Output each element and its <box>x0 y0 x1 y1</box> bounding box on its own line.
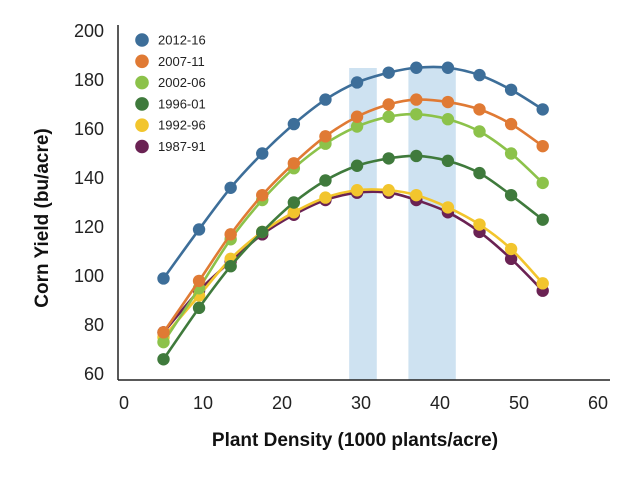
y-axis-label: Corn Yield (bu/acre) <box>32 128 53 307</box>
data-point <box>319 191 332 204</box>
data-point <box>192 223 206 236</box>
data-point <box>441 201 455 214</box>
data-point <box>504 188 518 202</box>
data-point <box>224 181 237 194</box>
series-1996-01 <box>157 149 549 366</box>
data-point <box>473 125 486 138</box>
data-point <box>504 83 518 97</box>
series-group <box>157 61 549 366</box>
legend: 2012-16 2007-11 2002-06 1996-01 1992-96 1987-… <box>135 33 206 154</box>
legend-marker <box>135 139 149 154</box>
data-point <box>473 218 486 231</box>
data-point <box>256 225 269 239</box>
data-point <box>536 277 549 290</box>
data-point <box>504 117 518 131</box>
data-point <box>504 252 518 266</box>
data-point <box>192 301 206 315</box>
data-point <box>473 68 486 82</box>
data-point <box>441 154 455 168</box>
data-point <box>350 184 364 197</box>
data-point <box>157 335 170 349</box>
x-tick-label: 10 <box>193 393 213 413</box>
data-point <box>287 196 301 209</box>
data-point <box>256 147 269 160</box>
data-point <box>441 113 455 126</box>
legend-label: 2002-06 <box>158 75 206 90</box>
y-tick-label: 60 <box>84 364 104 384</box>
data-point <box>473 166 486 180</box>
data-point <box>287 117 301 131</box>
tick-labels: 0 10 20 30 40 50 60 60 80 100 120 140 160 180 200 <box>74 21 608 413</box>
y-tick-label: 100 <box>74 266 104 286</box>
data-point <box>382 98 395 111</box>
data-point <box>473 103 486 116</box>
data-point <box>441 61 455 74</box>
data-point <box>287 206 301 219</box>
y-tick-label: 120 <box>74 217 104 237</box>
legend-label: 2012-16 <box>158 33 206 48</box>
data-point <box>157 326 170 339</box>
x-tick-label: 50 <box>509 393 529 413</box>
data-point <box>536 139 549 153</box>
data-point <box>319 93 332 106</box>
y-tick-label: 200 <box>74 21 104 41</box>
y-tick-label: 180 <box>74 70 104 90</box>
data-point <box>410 149 423 163</box>
data-point <box>410 108 423 121</box>
data-point <box>382 66 395 79</box>
x-axis-label: Plant Density (1000 plants/acre) <box>212 430 498 451</box>
axes <box>117 25 610 381</box>
legend-marker <box>135 118 149 132</box>
data-point <box>287 157 301 170</box>
legend-label: 1992-96 <box>158 118 206 133</box>
data-point <box>350 120 364 133</box>
series-2007-11 <box>157 93 549 339</box>
data-point <box>410 61 423 74</box>
data-point <box>224 260 237 273</box>
data-point <box>441 95 455 109</box>
data-point <box>536 176 549 190</box>
data-point <box>382 110 395 123</box>
data-point <box>157 272 170 285</box>
data-point <box>350 159 364 172</box>
legend-label: 1987-91 <box>158 139 206 154</box>
data-point <box>504 147 518 160</box>
data-point <box>536 103 549 116</box>
data-point <box>157 353 170 366</box>
legend-marker <box>135 54 149 69</box>
y-tick-label: 80 <box>84 315 104 335</box>
data-point <box>382 152 395 165</box>
data-point <box>536 213 549 226</box>
data-point <box>192 274 206 288</box>
x-tick-label: 40 <box>430 393 450 413</box>
legend-marker <box>135 97 149 111</box>
data-point <box>504 242 518 256</box>
x-tick-label: 0 <box>119 393 129 413</box>
data-point <box>350 76 364 89</box>
data-point <box>256 188 269 202</box>
data-point <box>410 188 423 202</box>
legend-label: 1996-01 <box>158 96 206 111</box>
x-tick-label: 60 <box>588 393 608 413</box>
x-tick-label: 20 <box>272 393 292 413</box>
data-point <box>350 110 364 123</box>
series-2012-16 <box>157 61 549 285</box>
y-tick-label: 160 <box>74 119 104 139</box>
data-point <box>319 174 332 187</box>
data-point <box>319 130 332 143</box>
legend-marker <box>135 75 149 90</box>
x-tick-label: 30 <box>351 393 371 413</box>
legend-marker <box>135 33 149 47</box>
y-tick-label: 140 <box>74 168 104 188</box>
data-point <box>410 93 423 106</box>
data-point <box>382 184 395 197</box>
data-point <box>224 228 237 241</box>
legend-label: 2007-11 <box>158 54 205 69</box>
